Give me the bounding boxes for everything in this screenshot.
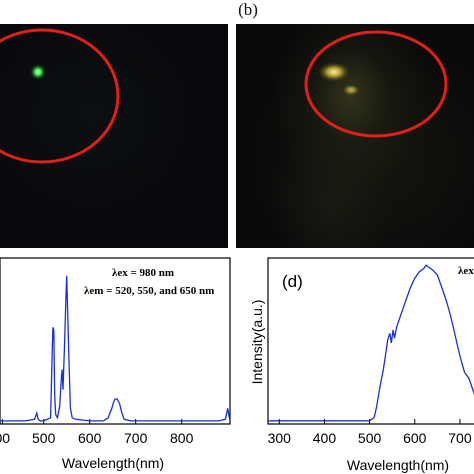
photo-panel-b: [236, 24, 474, 248]
chart-d-tick-label: 600: [403, 430, 427, 446]
chart-c-series-line: [0, 275, 231, 422]
chart-d-ylabel: Intensity(a.u.): [249, 300, 265, 385]
highlight-circle-b: [304, 30, 448, 138]
chart-c-x-ticks: 00 500 600 700 800: [0, 419, 194, 446]
chart-c-xlabel: Wavelength(nm): [62, 455, 164, 471]
green-emission-spot: [30, 64, 46, 80]
chart-d-tick-label: 400: [313, 430, 337, 446]
chart-d-series-line: [268, 264, 474, 422]
chart-c-tick-label: 500: [32, 430, 56, 446]
chart-d-tick-label: 700: [448, 430, 472, 446]
chart-d-frame: [267, 257, 474, 425]
chart-c-tick-label: 800: [170, 430, 194, 446]
chart-c-annotation-em: λem = 520, 550, and 650 nm: [84, 285, 214, 297]
chart-c-tick-label: 00: [0, 430, 10, 446]
chart-c-tick-label: 600: [78, 430, 102, 446]
panel-d-label: (d): [282, 272, 303, 291]
photo-b-overlay: [304, 30, 448, 138]
chart-c-annotation-ex: λex = 980 nm: [112, 267, 174, 279]
highlight-circle-a: [0, 28, 120, 164]
chart-d-annotation-ex: λex: [458, 265, 474, 277]
chart-c-tick-label: 700: [124, 430, 148, 446]
chart-d-tick-label: 500: [358, 430, 382, 446]
photo-a-overlay: [0, 28, 120, 164]
photo-panel-a: [0, 24, 228, 248]
yellow-emission-spot-small: [342, 84, 360, 96]
panel-b-label: (b): [238, 0, 258, 19]
chart-d-x-ticks: 300 400 500 600 700: [268, 419, 472, 446]
yellow-emission-spot: [318, 62, 350, 82]
chart-d-tick-label: 300: [268, 430, 292, 446]
chart-c-frame: [0, 257, 231, 425]
chart-d-xlabel: Wavelength(nm): [347, 457, 449, 473]
